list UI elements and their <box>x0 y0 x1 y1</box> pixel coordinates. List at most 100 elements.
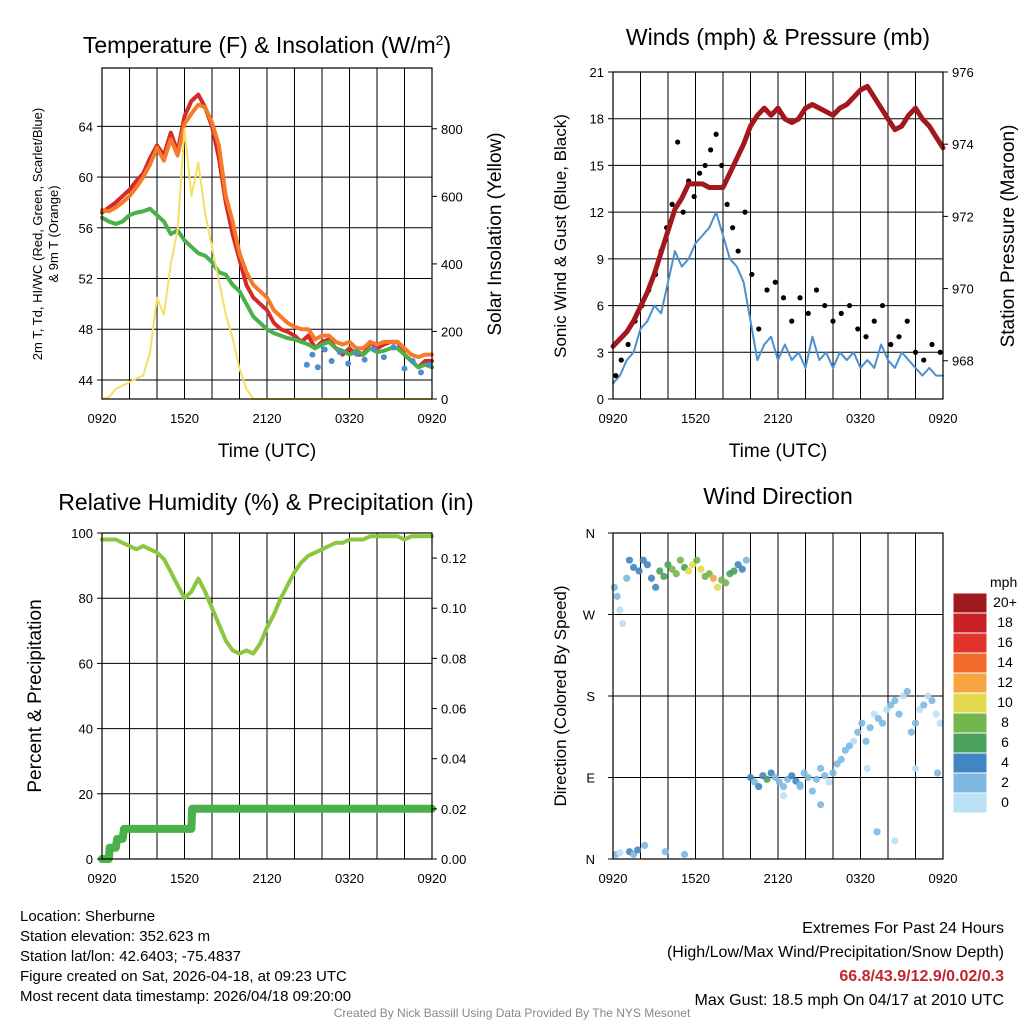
winds-grid <box>613 72 943 399</box>
wind-direction-series <box>610 556 944 859</box>
gust-point <box>772 279 778 285</box>
gust-point <box>863 334 869 340</box>
gust-point <box>830 318 836 324</box>
temperature-ticks: 0920 1520 2120 0320 0920 44 48 52 56 60 64 0 200 400 6… <box>79 119 463 426</box>
gust-point <box>742 209 748 215</box>
humidity-y-tick-label: 100 <box>71 526 93 541</box>
gust-point <box>756 326 762 332</box>
wind-direction-point <box>863 764 871 773</box>
humidity-y-axis-label: Percent & Precipitation <box>25 599 46 792</box>
legend-label: 12 <box>997 674 1013 690</box>
humidity-y-tick-label: 80 <box>79 591 93 606</box>
humidity-x-tick-label: 2120 <box>253 871 282 886</box>
wind-direction-point <box>891 837 899 845</box>
gust-point <box>618 357 624 363</box>
wind-direction-point <box>866 724 874 732</box>
humidity-y2-tick-label: 0.04 <box>441 752 466 767</box>
wind-direction-point <box>903 687 911 696</box>
wind-direction-point <box>928 696 936 705</box>
speed-color-legend: mph 20+ 18 16 14 12 10 8 6 4 2 0 <box>952 574 1017 814</box>
winds-x-tick-label: 1520 <box>681 411 710 426</box>
wind-direction-y-tick-label: S <box>586 689 595 704</box>
legend-label: 0 <box>1001 794 1009 810</box>
wind-direction-point <box>630 563 638 572</box>
wind-direction-y-tick-label: N <box>586 852 595 867</box>
gust-point <box>749 271 755 278</box>
temperature-x-tick-label: 0920 <box>88 411 117 426</box>
legend-title: mph <box>990 574 1017 590</box>
wind-direction-point <box>907 728 915 736</box>
legend-label: 10 <box>997 694 1013 710</box>
extremes-subheading: (High/Low/Max Wind/Precipitation/Snow De… <box>666 944 1004 961</box>
temperature-plot-frame <box>101 67 433 400</box>
legend-label: 18 <box>997 614 1013 630</box>
wind-direction-point <box>862 737 870 745</box>
wind-direction-point <box>933 769 942 777</box>
hi-wc-point <box>328 357 335 364</box>
legend-swatch <box>952 632 988 654</box>
winds-panel-title: Winds (mph) & Pressure (mb) <box>626 24 930 50</box>
wind-direction-point <box>763 775 771 783</box>
hi-wc-point <box>390 344 397 351</box>
gust-point <box>675 139 681 145</box>
wind-direction-x-tick-label: 0920 <box>599 871 628 886</box>
hi-wc-point <box>418 369 424 376</box>
wind-direction-ticks: 0920 1520 2120 0320 0920 N E S W N <box>583 526 958 886</box>
temperature-panel: Temperature (F) & Insolation (W/m2) 0920… <box>30 32 506 462</box>
gust-point <box>697 170 703 176</box>
legend-label: 2 <box>1001 774 1009 790</box>
humidity-grid <box>102 533 432 859</box>
pressure-y-axis-label: Station Pressure (Maroon) <box>998 125 1019 348</box>
hi-wc-point <box>321 346 328 353</box>
credit-line: Created By Nick Bassill Using Data Provi… <box>333 1006 691 1020</box>
wind-direction-point <box>854 728 862 736</box>
temperature-y-tick-label: 44 <box>79 373 93 388</box>
wind-direction-point <box>858 719 866 727</box>
wind-direction-point <box>625 556 634 564</box>
wind-direction-point <box>825 778 833 786</box>
wind-direction-point <box>685 567 693 575</box>
wind-direction-point <box>738 565 746 573</box>
wind-direction-point <box>932 710 940 718</box>
wind-direction-panel-title: Wind Direction <box>703 483 853 509</box>
humidity-y-tick-label: 60 <box>79 656 93 671</box>
temperature-y-tick-label: 48 <box>79 322 93 337</box>
gust-point <box>888 341 894 348</box>
humidity-x-tick-label: 0920 <box>418 871 447 886</box>
winds-y-tick-label: 15 <box>590 158 604 173</box>
wind-direction-point <box>742 556 750 564</box>
winds-y-tick-label: 0 <box>597 392 604 407</box>
humidity-panel-title: Relative Humidity (%) & Precipitation (i… <box>58 489 473 515</box>
humidity-x-tick-label: 0920 <box>88 871 117 886</box>
figure-created: Figure created on Sat, 2026-04-18, at 09… <box>20 968 347 985</box>
legend-label: 4 <box>1001 754 1009 770</box>
temperature-y-tick-label: 56 <box>79 221 93 236</box>
winds-y-tick-label: 21 <box>590 65 604 80</box>
winds-x-tick-label: 2120 <box>764 411 793 426</box>
wind-direction-y-tick-label: N <box>586 526 595 541</box>
wind-direction-point <box>911 764 920 773</box>
wind-direction-point <box>817 801 825 809</box>
winds-y2-tick-label: 974 <box>952 137 974 152</box>
wind-direction-point <box>873 828 881 836</box>
gust-point <box>780 295 787 301</box>
legend-swatch <box>952 712 988 734</box>
gust-point <box>805 310 811 316</box>
hi-wc-point <box>345 360 352 367</box>
gust-point <box>929 341 935 348</box>
winds-series-station-pressure <box>610 83 946 349</box>
gust-point <box>879 302 886 309</box>
humidity-y-tick-label: 0 <box>86 852 93 867</box>
temperature-y-axis-label-line2: & 9m T (Orange) <box>46 185 61 282</box>
wind-direction-x-tick-label: 1520 <box>681 871 710 886</box>
humidity-series-relative-humidity <box>100 534 434 656</box>
humidity-y2-tick-label: 0.12 <box>441 551 466 566</box>
temperature-series-td <box>100 206 434 370</box>
gust-point <box>713 131 719 137</box>
wind-direction-point <box>821 772 829 780</box>
temperature-y2-tick-label: 800 <box>441 122 463 137</box>
hi-wc-point <box>409 357 416 364</box>
wind-direction-point <box>676 556 684 564</box>
station-info: Location: Sherburne Station elevation: 3… <box>20 907 351 1007</box>
wind-direction-point <box>641 841 649 850</box>
